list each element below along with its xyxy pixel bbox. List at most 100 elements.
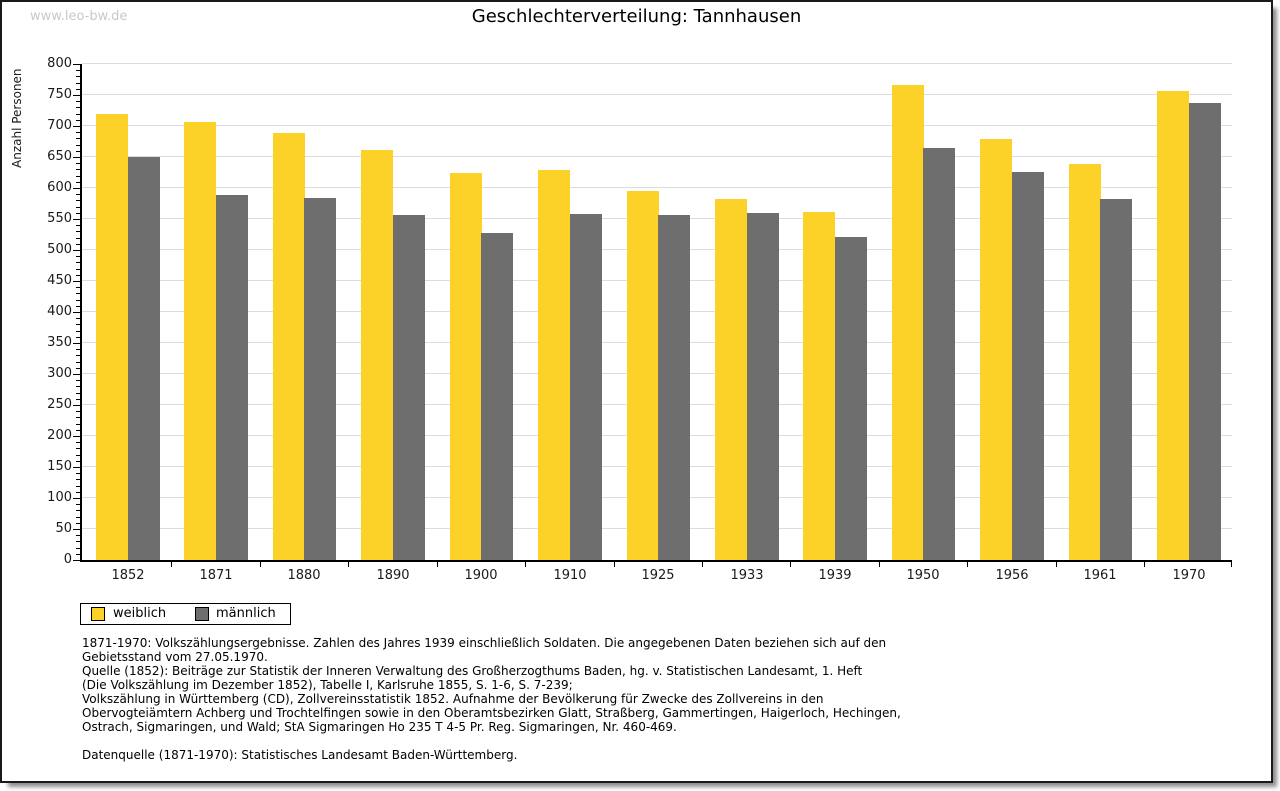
y-axis-tick: [76, 70, 80, 71]
y-axis-tick: [73, 250, 80, 251]
bar-männlich-1950: [923, 148, 955, 560]
y-axis-tick: [76, 132, 80, 133]
y-tick-label: 300: [47, 366, 72, 381]
legend-swatch-weiblich: [91, 607, 105, 621]
y-axis-tick: [76, 386, 80, 387]
y-axis-tick: [76, 399, 80, 400]
y-axis-tick: [76, 138, 80, 139]
bar-männlich-1970: [1189, 103, 1221, 560]
y-axis-tick: [76, 120, 80, 121]
bar-männlich-1852: [128, 157, 160, 560]
y-axis-tick: [76, 262, 80, 263]
y-tick-label: 450: [47, 273, 72, 288]
x-axis-tick: [171, 562, 172, 567]
y-axis-tick: [76, 318, 80, 319]
y-axis-tick: [73, 95, 80, 96]
y-axis-tick: [73, 281, 80, 282]
x-axis-tick: [879, 562, 880, 567]
y-axis-tick: [76, 417, 80, 418]
bar-weiblich-1910: [538, 170, 570, 560]
y-axis-tick: [76, 176, 80, 177]
y-axis-tick: [76, 331, 80, 332]
bar-weiblich-1890: [361, 150, 393, 560]
bar-männlich-1939: [835, 237, 867, 560]
legend-label-weiblich: weiblich: [113, 606, 167, 621]
bar-weiblich-1871: [184, 122, 216, 560]
y-tick-label: 550: [47, 211, 72, 226]
y-axis-tick: [76, 169, 80, 170]
y-axis-tick: [76, 231, 80, 232]
y-axis-tick: [76, 517, 80, 518]
bar-weiblich-1880: [273, 133, 305, 560]
x-tick-label: 1871: [199, 568, 233, 583]
y-axis-tick: [73, 188, 80, 189]
y-axis-tick: [76, 368, 80, 369]
y-axis-tick: [76, 244, 80, 245]
y-tick-label: 600: [47, 180, 72, 195]
bar-weiblich-1950: [892, 85, 924, 560]
x-tick-label: 1900: [464, 568, 498, 583]
bar-männlich-1900: [481, 233, 513, 560]
gridline: [82, 156, 1232, 157]
y-axis-tick: [73, 343, 80, 344]
y-axis-tick: [76, 523, 80, 524]
y-axis-tick: [76, 461, 80, 462]
bar-männlich-1910: [570, 214, 602, 560]
x-tick-label: 1933: [730, 568, 764, 583]
y-axis-tick: [73, 405, 80, 406]
y-axis-tick: [76, 479, 80, 480]
x-axis-tick: [1056, 562, 1057, 567]
x-tick-label: 1939: [818, 568, 852, 583]
bar-männlich-1961: [1100, 199, 1132, 560]
y-axis-tick: [76, 324, 80, 325]
y-axis-tick: [73, 436, 80, 437]
y-axis-tick: [76, 306, 80, 307]
watermark: www.leo-bw.de: [30, 9, 128, 24]
bar-männlich-1933: [747, 213, 779, 560]
y-axis-tick: [73, 467, 80, 468]
x-tick-label: 1961: [1083, 568, 1117, 583]
x-tick-label: 1910: [553, 568, 587, 583]
x-tick-label: 1956: [995, 568, 1029, 583]
x-axis-tick: [1231, 562, 1232, 567]
y-tick-label: 100: [47, 490, 72, 505]
bar-männlich-1880: [304, 198, 336, 560]
y-axis-tick: [76, 548, 80, 549]
footnote-line: Ostrach, Sigmaringen, und Wald; StA Sigm…: [82, 720, 677, 734]
y-axis-tick: [76, 145, 80, 146]
x-tick-label: 1852: [111, 568, 145, 583]
datasource-line: Datenquelle (1871-1970): Statistisches L…: [82, 748, 518, 762]
y-axis-tick: [73, 529, 80, 530]
page-title: Geschlechterverteilung: Tannhausen: [471, 6, 802, 27]
y-tick-label: 500: [47, 242, 72, 257]
y-axis-tick: [76, 107, 80, 108]
y-axis-tick: [76, 182, 80, 183]
y-axis-tick: [76, 89, 80, 90]
y-axis-tick: [76, 101, 80, 102]
y-axis-tick: [76, 455, 80, 456]
y-tick-label: 700: [47, 118, 72, 133]
y-axis-tick: [73, 498, 80, 499]
x-axis-tick: [437, 562, 438, 567]
y-axis-tick: [76, 355, 80, 356]
x-tick-label: 1890: [376, 568, 410, 583]
gridline: [82, 94, 1232, 95]
y-tick-label: 200: [47, 428, 72, 443]
y-axis-tick: [76, 492, 80, 493]
bar-männlich-1890: [393, 215, 425, 560]
y-axis-tick: [76, 380, 80, 381]
footnote-line: 1871-1970: Volkszählungsergebnisse. Zahl…: [82, 636, 887, 650]
y-axis-tick: [73, 560, 80, 561]
y-tick-label: 0: [63, 552, 72, 567]
y-axis-tick: [76, 362, 80, 363]
y-axis-tick: [73, 64, 80, 65]
y-axis-tick: [73, 157, 80, 158]
legend-label-maennlich: männlich: [216, 606, 276, 621]
y-axis-tick: [76, 76, 80, 77]
y-axis-tick: [76, 349, 80, 350]
y-axis-tick: [76, 411, 80, 412]
y-tick-label: 350: [47, 335, 72, 350]
bar-weiblich-1933: [715, 199, 747, 560]
y-axis-tick: [76, 194, 80, 195]
